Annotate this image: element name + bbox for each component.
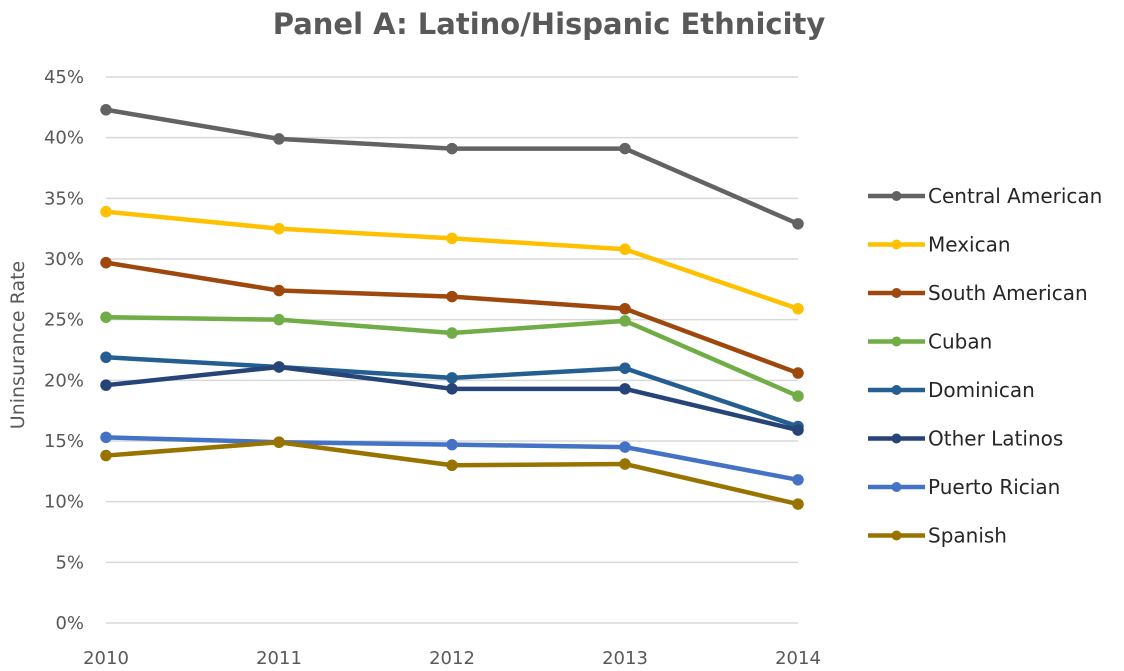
y-tick-label: 25% <box>44 310 84 331</box>
series-lines <box>100 104 804 510</box>
legend-item: Dominican <box>868 378 1035 402</box>
series-group <box>100 205 804 315</box>
data-point <box>273 284 285 297</box>
data-point <box>446 327 458 339</box>
data-point <box>792 424 804 436</box>
series-group <box>100 436 804 510</box>
data-point <box>792 390 804 402</box>
legend-item: Mexican <box>868 233 1011 257</box>
data-point <box>446 383 458 395</box>
legend-swatch-marker <box>891 288 902 298</box>
data-point <box>100 351 112 364</box>
legend-label: Spanish <box>928 524 1007 548</box>
chart-title: Panel A: Latino/Hispanic Ethnicity <box>273 7 826 41</box>
data-point <box>100 311 112 323</box>
legend-item: South American <box>868 281 1088 305</box>
data-point <box>273 361 285 373</box>
series-group <box>100 311 804 402</box>
data-point <box>273 222 285 235</box>
data-point <box>446 232 458 245</box>
legend-label: South American <box>928 281 1088 305</box>
x-axis-ticks: 2010 2011 2012 2013 2014 <box>83 648 821 669</box>
x-tick-label: 2013 <box>602 648 648 669</box>
data-point <box>619 362 631 374</box>
y-tick-label: 5% <box>55 552 84 573</box>
series-line <box>103 439 801 507</box>
legend-item: Central American <box>868 184 1102 208</box>
x-tick-label: 2010 <box>83 648 129 669</box>
y-tick-label: 0% <box>55 613 84 634</box>
series-group <box>100 104 804 230</box>
x-tick-label: 2014 <box>775 648 821 669</box>
data-point <box>100 379 112 391</box>
y-axis-label: Uninsurance Rate <box>7 261 29 429</box>
data-point <box>792 367 804 379</box>
series-group <box>100 361 804 436</box>
legend-label: Cuban <box>928 330 992 354</box>
data-point <box>446 142 458 155</box>
y-tick-label: 20% <box>44 370 84 391</box>
legend-swatch-marker <box>891 482 902 492</box>
data-point <box>619 383 631 395</box>
legend-swatch-marker <box>891 433 902 444</box>
data-point <box>100 205 112 218</box>
legend: Central American Mexican South American Cub… <box>868 184 1102 548</box>
y-tick-label: 40% <box>44 128 84 149</box>
legend-swatch-marker <box>891 191 902 201</box>
data-point <box>619 441 631 453</box>
data-point <box>792 218 804 230</box>
y-tick-label: 30% <box>44 249 84 270</box>
data-point <box>100 449 112 462</box>
x-tick-label: 2011 <box>256 648 302 669</box>
legend-item: Cuban <box>868 330 992 354</box>
legend-label: Dominican <box>928 378 1035 402</box>
y-tick-label: 10% <box>44 492 84 513</box>
legend-swatch-marker <box>891 239 902 250</box>
legend-label: Mexican <box>928 233 1011 257</box>
data-point <box>619 142 631 155</box>
data-point <box>792 302 804 315</box>
y-tick-label: 35% <box>44 188 84 209</box>
legend-label: Puerto Rician <box>928 475 1060 499</box>
legend-label: Central American <box>928 184 1102 208</box>
legend-swatch-marker <box>891 385 902 395</box>
legend-item: Other Latinos <box>868 427 1063 451</box>
x-tick-label: 2012 <box>429 648 475 669</box>
legend-item: Spanish <box>868 524 1007 548</box>
legend-label: Other Latinos <box>928 427 1063 451</box>
data-point <box>619 302 631 315</box>
data-point <box>619 243 631 256</box>
data-point <box>446 438 458 451</box>
series-line <box>103 107 801 227</box>
legend-item: Puerto Rician <box>868 475 1060 499</box>
y-tick-label: 45% <box>44 67 84 88</box>
data-point <box>100 104 112 116</box>
data-point <box>792 474 804 486</box>
series-group <box>100 256 804 379</box>
data-point <box>619 315 631 327</box>
legend-swatch-marker <box>891 336 902 347</box>
y-axis-ticks: 0% 5% 10% 15% 20% 25% 30% 35% 40% 45% <box>44 67 84 634</box>
data-point <box>446 459 458 472</box>
y-tick-label: 15% <box>44 431 84 452</box>
data-point <box>619 458 631 470</box>
legend-swatch-marker <box>891 530 902 541</box>
data-point <box>792 498 804 510</box>
data-point <box>273 313 285 326</box>
series-group <box>100 431 804 486</box>
data-point <box>273 436 285 448</box>
data-point <box>273 133 285 145</box>
data-point <box>446 290 458 303</box>
data-point <box>100 256 112 269</box>
data-point <box>446 372 458 384</box>
data-point <box>100 431 112 444</box>
